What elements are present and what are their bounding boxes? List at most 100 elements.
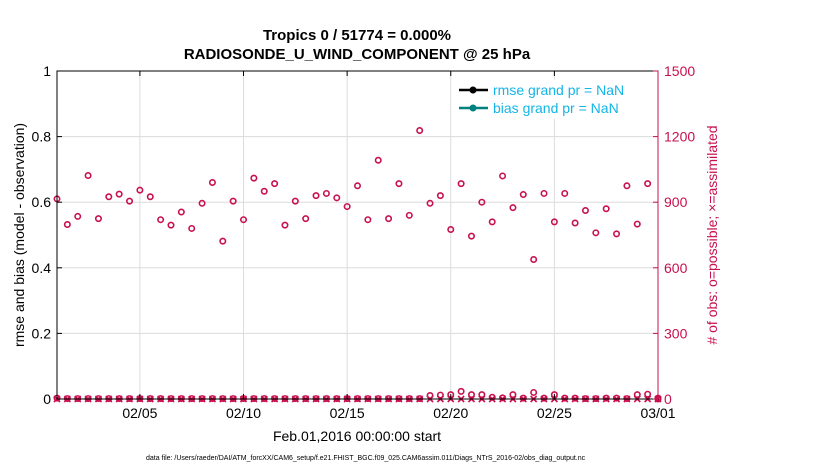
left-y-tick-label: 0.6 [32,194,52,210]
right-y-axis-label: # of obs: o=possible; ×=assimilated [704,125,720,344]
left-y-tick-label: 0 [43,391,51,407]
obs-possible-point [592,229,600,237]
obs-possible-point [74,212,82,220]
obs-possible-point [426,199,434,207]
obs-possible-point [488,218,496,226]
x-tick-label: 02/05 [122,405,157,421]
obs-possible-point [146,193,154,201]
obs-possible-point [250,174,258,182]
left-y-tick-label: 0.8 [32,129,52,145]
obs-possible-point [499,394,507,402]
obs-possible-point [84,172,92,180]
obs-possible-point [322,189,330,197]
obs-possible-point [478,391,486,399]
obs-possible-point [198,199,206,207]
obs-possible-point [229,197,237,205]
obs-possible-point [540,189,548,197]
left-y-tick-label: 0.4 [32,260,52,276]
obs-possible-point [188,224,196,232]
legend-bias-label: bias grand pr = NaN [493,100,619,116]
obs-possible-point [550,218,558,226]
obs-possible-point [509,204,517,212]
right-y-tick-label: 1200 [664,129,695,145]
chart-title-line1: Tropics 0 / 51774 = 0.000% [263,27,451,44]
obs-possible-point [343,203,351,211]
obs-possible-point [157,216,165,224]
obs-possible-point [602,205,610,213]
obs-possible-point [467,391,475,399]
obs-possible-point [167,221,175,229]
obs-possible-point [530,255,538,263]
obs-possible-point [519,394,527,402]
legend-rmse-marker [469,86,477,94]
obs-possible-point [561,189,569,197]
obs-possible-point [457,180,465,188]
obs-possible-point [94,215,102,223]
obs-possible-point [571,394,579,402]
obs-possible-point [613,394,621,402]
x-tick-label: 03/01 [640,405,675,421]
obs-possible-point [644,390,652,398]
obs-possible-point [519,191,527,199]
ticks: 02/05 02/10 02/15 02/20 02/25 03/0100.20.40.6… [32,63,696,421]
obs-possible-point [177,208,185,216]
obs-possible-point [633,391,641,399]
obs-possible-point [509,391,517,399]
x-tick-label: 02/10 [226,405,261,421]
obs-possible-point [405,211,413,219]
series-group [53,126,662,403]
obs-possible-point [333,194,341,202]
obs-possible-point [571,219,579,227]
obs-possible-point [260,187,268,195]
obs-possible-point [385,215,393,223]
obs-possible-point [364,216,372,224]
left-y-tick-label: 1 [43,63,51,79]
obs-possible-point [126,197,134,205]
obs-possible-point [530,388,538,396]
chart-title-line2: RADIOSONDE_U_WIND_COMPONENT @ 25 hPa [184,46,531,63]
obs-possible-point [374,156,382,164]
obs-possible-point [581,207,589,215]
obs-possible-point [353,182,361,190]
obs-possible-point [115,190,123,198]
obs-possible-point [436,192,444,200]
right-y-tick-label: 0 [664,391,672,407]
obs-possible-point [219,237,227,245]
obs-possible-point [281,221,289,229]
obs-possible-point [602,394,610,402]
obs-possible-point [416,126,424,134]
x-tick-label: 02/15 [330,405,365,421]
obs-possible-point [436,391,444,399]
obs-possible-point [633,220,641,228]
legend-bias-marker [469,104,477,112]
obs-possible-point [467,232,475,240]
data-file-footnote: data file: /Users/raeder/DAI/ATM_forcXX/… [146,455,586,462]
right-y-tick-label: 900 [664,194,688,210]
left-y-tick-label: 0.2 [32,325,52,341]
right-y-tick-label: 300 [664,325,688,341]
x-tick-label: 02/20 [433,405,468,421]
obs-possible-point [457,387,465,395]
legend-box [455,79,647,119]
x-axis-label: Feb.01,2016 00:00:00 start [273,428,441,444]
obs-possible-point [395,180,403,188]
obs-possible-point [208,179,216,187]
obs-possible-point [240,216,248,224]
obs-possible-point [613,230,621,238]
obs-possible-point [623,182,631,190]
obs-possible-point [447,226,455,234]
obs-possible-point [302,215,310,223]
obs-possible-point [136,186,144,194]
obs-possible-point [644,180,652,188]
right-y-tick-label: 600 [664,260,688,276]
x-tick-label: 02/25 [537,405,572,421]
obs-possible-point [478,198,486,206]
obs-possible-point [499,172,507,180]
obs-possible-point [540,394,548,402]
right-y-tick-label: 1500 [664,63,695,79]
legend: rmse grand pr = NaN bias grand pr = NaN [455,79,647,119]
obs-possible-point [63,221,71,229]
left-y-axis-label: rmse and bias (model - observation) [11,123,27,347]
